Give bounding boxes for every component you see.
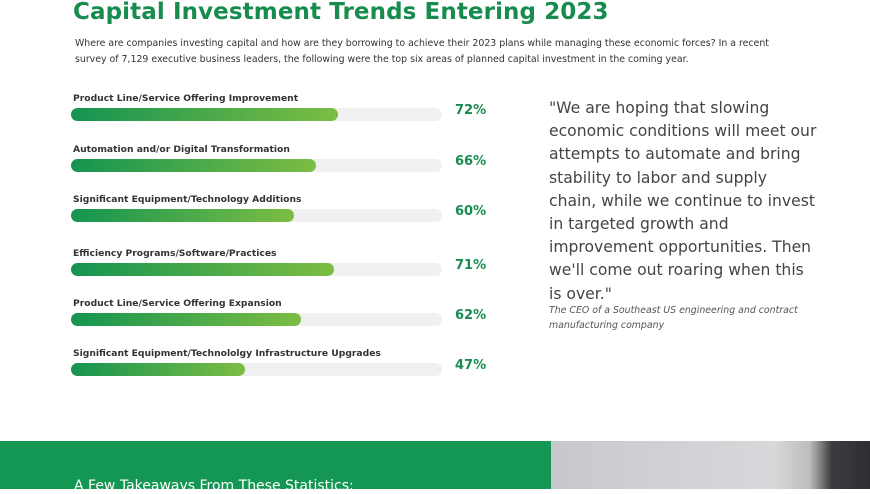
bar-label: Automation and/or Digital Transformation bbox=[73, 144, 290, 155]
bar-fill bbox=[71, 263, 335, 276]
bar-fill bbox=[71, 159, 316, 172]
bar-track bbox=[71, 263, 442, 276]
bar-label: Product Line/Service Offering Improvemen… bbox=[73, 93, 299, 104]
bar-value-label: 60% bbox=[455, 204, 487, 219]
ceo-quote: "We are hoping that slowing economic con… bbox=[549, 99, 817, 303]
bar-fill bbox=[71, 363, 246, 376]
bar-track bbox=[71, 159, 442, 172]
takeaways-panel: A Few Takeaways From These Statistics: bbox=[0, 441, 551, 494]
quote-attribution: The CEO of a Southeast US engineering an… bbox=[549, 305, 798, 331]
intro-text: Where are companies investing capital an… bbox=[75, 38, 769, 65]
bar-track bbox=[71, 363, 442, 376]
bar-fill bbox=[71, 313, 302, 326]
bar-track bbox=[71, 313, 442, 326]
bar-label: Significant Equipment/Technology Additio… bbox=[73, 194, 302, 205]
bar-label: Product Line/Service Offering Expansion bbox=[73, 298, 282, 309]
page-title: Capital Investment Trends Entering 2023 bbox=[73, 0, 609, 25]
bar-value-label: 62% bbox=[455, 308, 487, 323]
photo-image bbox=[551, 441, 870, 489]
bar-fill bbox=[71, 108, 339, 121]
bar-value-label: 71% bbox=[455, 258, 487, 273]
bar-track bbox=[71, 209, 442, 222]
bar-fill bbox=[71, 209, 294, 222]
bar-label: Significant Equipment/Technololgy Infras… bbox=[73, 348, 381, 359]
bar-value-label: 66% bbox=[455, 154, 487, 169]
takeaways-heading: A Few Takeaways From These Statistics: bbox=[74, 478, 354, 494]
bar-label: Efficiency Programs/Software/Practices bbox=[73, 248, 277, 259]
bar-value-label: 72% bbox=[455, 103, 487, 118]
bar-track bbox=[71, 108, 442, 121]
bar-value-label: 47% bbox=[455, 358, 487, 373]
